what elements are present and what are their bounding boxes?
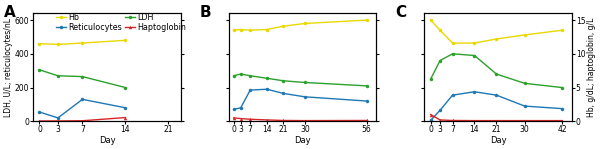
X-axis label: Day: Day xyxy=(294,136,311,145)
Y-axis label: LDH, U/L; reticulocytes/nL: LDH, U/L; reticulocytes/nL xyxy=(4,18,13,117)
X-axis label: Day: Day xyxy=(490,136,506,145)
Text: B: B xyxy=(199,5,211,20)
Y-axis label: Hb, g/dL; haptoglobin, g/L: Hb, g/dL; haptoglobin, g/L xyxy=(587,18,596,117)
Text: C: C xyxy=(395,5,406,20)
Legend: Hb, Reticulocytes, LDH, Haptoglobin: Hb, Reticulocytes, LDH, Haptoglobin xyxy=(55,12,187,33)
X-axis label: Day: Day xyxy=(98,136,115,145)
Text: A: A xyxy=(4,5,16,20)
